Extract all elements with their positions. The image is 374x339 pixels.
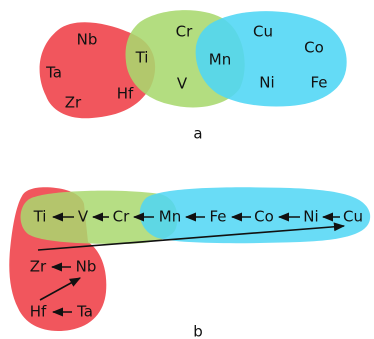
blue-group-region (195, 11, 347, 107)
element-nb-label: Nb (77, 31, 98, 49)
arrow-zr-to-cu (37, 222, 346, 251)
panel-b-label: b (193, 323, 203, 339)
panel-a: Nb Ta Zr Hf Ti Cr V Mn Cu Co Ni Fe a (39, 10, 347, 143)
element-co-b-label: Co (254, 208, 274, 226)
element-ti-label: Ti (135, 49, 149, 67)
element-ta-label: Ta (45, 64, 62, 82)
element-cr-label: Cr (176, 23, 193, 41)
element-hf-b-label: Hf (30, 303, 47, 321)
panel-b: Ti V Cr Mn Fe Co Ni Cu Zr Nb Hf Ta b (9, 187, 371, 339)
panel-a-label: a (193, 125, 202, 143)
element-cu-b-label: Cu (343, 208, 363, 226)
element-hf-label: Hf (117, 85, 134, 103)
element-fe-b-label: Fe (209, 208, 226, 226)
element-zr-label: Zr (65, 94, 82, 112)
element-v-label: V (177, 75, 188, 93)
element-mn-label: Mn (209, 51, 231, 69)
element-cr-b-label: Cr (113, 208, 130, 226)
arrow-hf-to-nb (39, 277, 81, 301)
element-ni-b-label: Ni (303, 208, 318, 226)
element-cu-label: Cu (253, 23, 273, 41)
element-ta-b-label: Ta (76, 303, 93, 321)
element-fe-label: Fe (310, 74, 327, 92)
element-nb-b-label: Nb (76, 258, 97, 276)
element-co-label: Co (304, 39, 324, 57)
element-ni-label: Ni (259, 74, 274, 92)
element-v-b-label: V (78, 208, 89, 226)
element-ti-b-label: Ti (33, 208, 47, 226)
element-zr-b-label: Zr (30, 258, 47, 276)
element-mn-b-label: Mn (159, 208, 181, 226)
